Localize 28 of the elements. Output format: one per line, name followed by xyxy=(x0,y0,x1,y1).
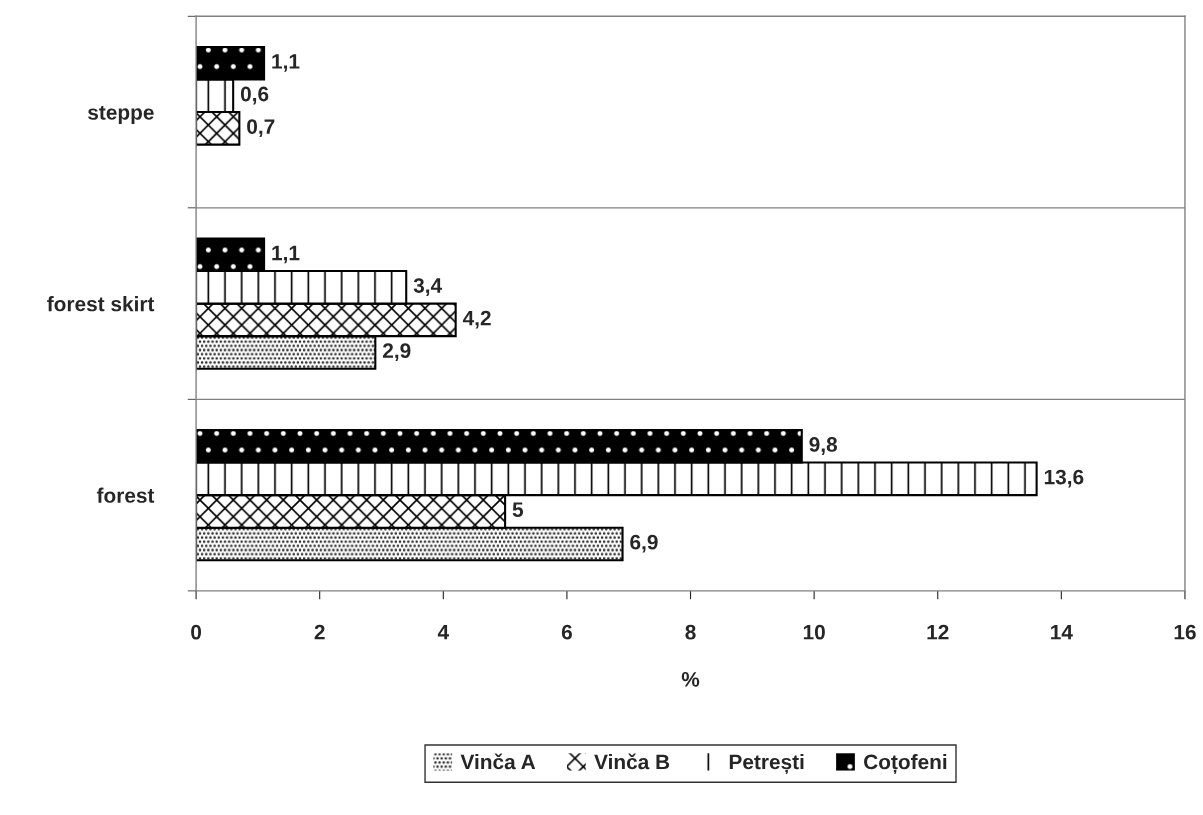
data-label: 9,8 xyxy=(809,437,838,455)
legend-label: Coțofeni xyxy=(864,754,947,774)
data-label: 1,1 xyxy=(272,54,300,72)
x-tick-label: 6 xyxy=(561,624,572,640)
data-label: 1,1 xyxy=(272,245,300,264)
legend-label: Petrești xyxy=(729,754,804,774)
legend-label: Vinča A xyxy=(460,753,536,770)
x-tick-label: 10 xyxy=(803,624,825,640)
data-label: 0,6 xyxy=(240,86,269,105)
x-tick-label: 12 xyxy=(927,624,949,640)
data-label: 3,4 xyxy=(413,278,443,296)
y-tick-label: steppe xyxy=(88,106,154,124)
data-label: 4,2 xyxy=(462,310,491,329)
x-axis-title: % xyxy=(681,672,700,687)
x-tick-label: 8 xyxy=(685,624,696,640)
data-label: 0,7 xyxy=(247,119,275,137)
x-tick-label: 16 xyxy=(1174,624,1196,640)
x-tick-label: 0 xyxy=(191,624,202,640)
legend-label: Vinča B xyxy=(594,753,670,770)
data-label: 13,6 xyxy=(1044,469,1084,488)
data-label: 5 xyxy=(512,502,524,517)
x-tick-label: 2 xyxy=(314,624,325,640)
x-tick-label: 4 xyxy=(437,624,449,640)
x-tick-label: 14 xyxy=(1051,624,1073,640)
y-tick-label: forest xyxy=(96,487,155,503)
y-tick-label: forest skirt xyxy=(47,296,155,312)
data-label: 2,9 xyxy=(382,343,411,362)
data-label: 6,9 xyxy=(630,534,658,553)
